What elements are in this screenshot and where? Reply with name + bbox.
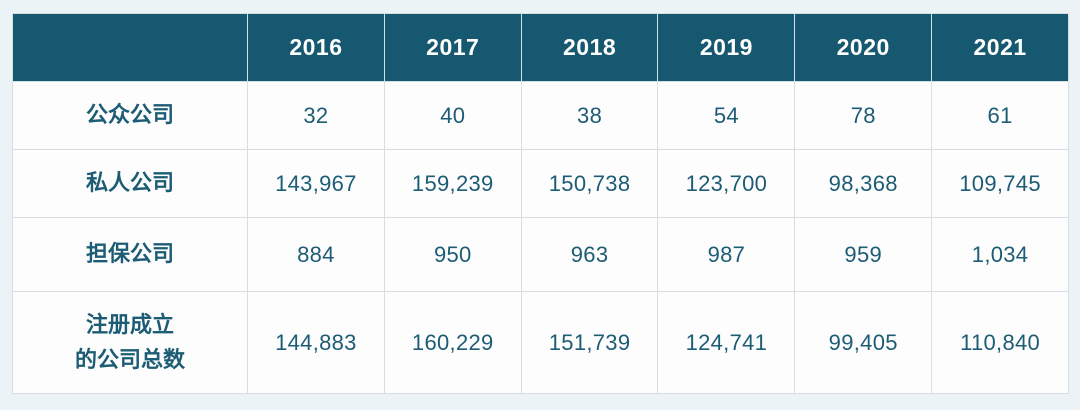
- cell-value: 32: [247, 81, 385, 150]
- cell-value: 40: [383, 81, 522, 150]
- year-header-2016: 2016: [247, 13, 385, 82]
- cell-value: 959: [794, 217, 933, 292]
- year-header-2017: 2017: [383, 13, 522, 82]
- cell-value: 98,368: [794, 149, 933, 218]
- cell-value: 144,883: [247, 291, 385, 394]
- cell-value: 151,739: [520, 291, 659, 394]
- cell-value: 963: [520, 217, 659, 292]
- cell-value: 110,840: [931, 291, 1069, 394]
- row-label-public-companies: 公众公司: [12, 81, 248, 150]
- cell-value: 150,738: [520, 149, 659, 218]
- cell-value: 78: [794, 81, 933, 150]
- year-header-2019: 2019: [657, 13, 796, 82]
- table-row-guarantee-companies: 担保公司 884 950 963 987 959 1,034: [12, 217, 1069, 292]
- year-header-2020: 2020: [794, 13, 933, 82]
- cell-value: 54: [657, 81, 796, 150]
- row-label-total-incorporated: 注册成立 的公司总数: [12, 291, 248, 394]
- cell-value: 124,741: [657, 291, 796, 394]
- corner-cell: [12, 13, 248, 82]
- table-row-private-companies: 私人公司 143,967 159,239 150,738 123,700 98,…: [12, 149, 1069, 218]
- cell-value: 159,239: [383, 149, 522, 218]
- cell-value: 38: [520, 81, 659, 150]
- year-header-2021: 2021: [931, 13, 1069, 82]
- cell-value: 950: [383, 217, 522, 292]
- cell-value: 61: [931, 81, 1069, 150]
- row-label-private-companies: 私人公司: [12, 149, 248, 218]
- cell-value: 143,967: [247, 149, 385, 218]
- table-row-total-incorporated: 注册成立 的公司总数 144,883 160,229 151,739 124,7…: [12, 291, 1069, 394]
- year-header-2018: 2018: [520, 13, 659, 82]
- cell-value: 884: [247, 217, 385, 292]
- cell-value: 160,229: [383, 291, 522, 394]
- cell-value: 109,745: [931, 149, 1069, 218]
- row-label-guarantee-companies: 担保公司: [12, 217, 248, 292]
- table-header-row: 2016 2017 2018 2019 2020 2021: [12, 13, 1069, 82]
- cell-value: 1,034: [931, 217, 1069, 292]
- company-stats-table-container: 2016 2017 2018 2019 2020 2021 公众公司 32 40…: [12, 13, 1069, 394]
- company-registrations-table: 2016 2017 2018 2019 2020 2021 公众公司 32 40…: [12, 13, 1069, 394]
- cell-value: 99,405: [794, 291, 933, 394]
- cell-value: 987: [657, 217, 796, 292]
- cell-value: 123,700: [657, 149, 796, 218]
- table-row-public-companies: 公众公司 32 40 38 54 78 61: [12, 81, 1069, 150]
